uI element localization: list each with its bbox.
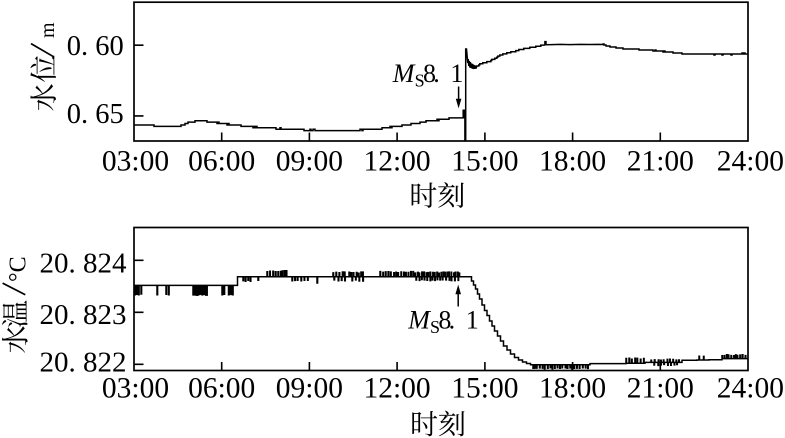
svg-text:06:00: 06:00 [188,373,255,405]
svg-text:1: 1 [450,59,463,88]
svg-text:8: 8 [438,305,451,334]
svg-text:06:00: 06:00 [188,146,255,178]
svg-text:15:00: 15:00 [451,146,518,178]
svg-text:20. 823: 20. 823 [40,299,127,331]
svg-text:24:00: 24:00 [717,146,784,178]
svg-text:.: . [449,305,456,334]
svg-text:0. 60: 0. 60 [67,31,124,62]
svg-text:.: . [433,59,440,88]
svg-text:15:00: 15:00 [451,373,518,405]
svg-text:21:00: 21:00 [627,146,694,178]
svg-text:20. 824: 20. 824 [40,248,128,280]
svg-text:03:00: 03:00 [102,146,169,178]
svg-text:M: M [392,59,416,88]
svg-text:24:00: 24:00 [717,373,784,405]
svg-text:S: S [430,317,440,337]
svg-text:0. 65: 0. 65 [67,99,124,130]
svg-text:21:00: 21:00 [627,373,694,405]
svg-text:M: M [407,305,431,334]
svg-text:18:00: 18:00 [539,373,606,405]
svg-text:°C: °C [5,256,31,282]
svg-text:12:00: 12:00 [363,146,430,178]
svg-text:09:00: 09:00 [276,373,343,405]
svg-text:S: S [415,70,425,90]
svg-text:03:00: 03:00 [102,373,169,405]
svg-text:20. 822: 20. 822 [40,347,127,379]
svg-text:8: 8 [423,59,436,88]
svg-text:09:00: 09:00 [276,146,343,178]
svg-text:18:00: 18:00 [539,146,606,178]
svg-text:1: 1 [466,305,479,334]
svg-text:12:00: 12:00 [363,373,430,405]
svg-text:m: m [37,22,59,38]
